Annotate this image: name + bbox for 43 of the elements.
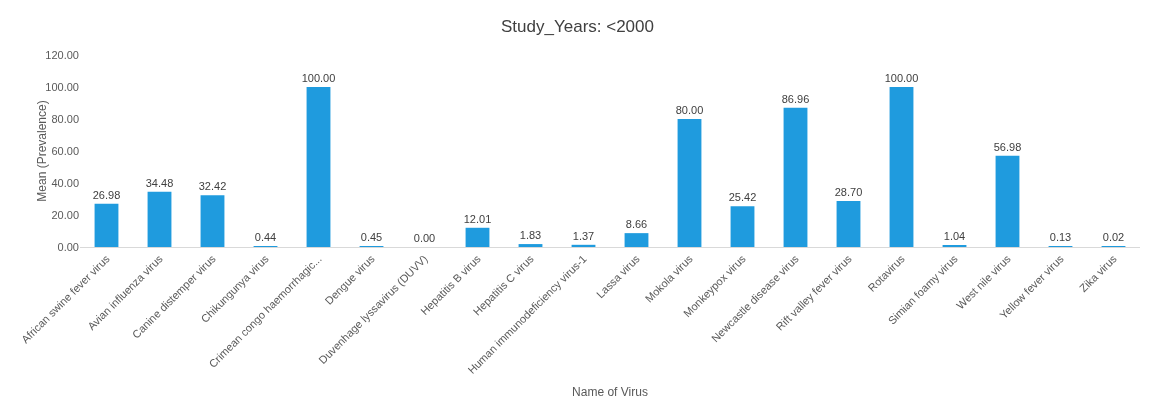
bar	[200, 195, 225, 247]
data-label: 0.00	[413, 232, 436, 244]
data-label: 0.44	[254, 231, 277, 243]
data-label: 100.00	[301, 72, 336, 84]
bar	[624, 233, 649, 247]
y-tick-label: 80.00	[51, 112, 79, 125]
data-label: 32.42	[198, 180, 227, 193]
data-label: 0.02	[1102, 231, 1125, 243]
data-label: 1.37	[572, 229, 595, 242]
bar	[995, 155, 1020, 247]
chart-title: Study_Years: <2000	[501, 17, 654, 37]
data-label: 8.66	[625, 218, 648, 231]
y-tick-label: 60.00	[51, 144, 79, 157]
data-label: 0.13	[1049, 231, 1072, 243]
data-label: 12.01	[463, 212, 492, 225]
bar	[306, 87, 331, 247]
bar	[889, 87, 914, 247]
y-axis-title: Mean (Prevalence)	[35, 100, 49, 202]
x-axis-title: Name of Virus	[572, 384, 648, 399]
data-label: 34.48	[145, 176, 174, 189]
data-label: 28.70	[834, 186, 863, 199]
bar	[518, 244, 543, 247]
y-tick-label: 120.00	[45, 48, 79, 61]
bar	[147, 191, 172, 247]
bar	[783, 107, 808, 247]
data-label: 0.45	[360, 231, 383, 243]
data-label: 100.00	[884, 72, 919, 84]
data-label: 56.98	[993, 140, 1022, 153]
y-tick-label: 20.00	[51, 208, 79, 221]
data-label: 26.98	[92, 188, 121, 201]
y-tick-label: 100.00	[45, 80, 79, 93]
bar	[94, 203, 119, 247]
data-label: 1.04	[943, 230, 966, 242]
bar	[730, 206, 755, 247]
bar	[465, 227, 490, 247]
y-tick-label: 0.00	[57, 240, 79, 253]
bar	[836, 201, 861, 247]
data-label: 80.00	[675, 104, 704, 116]
data-label: 86.96	[781, 92, 810, 105]
bar	[677, 119, 702, 247]
y-tick-label: 40.00	[51, 176, 79, 189]
data-label: 1.83	[519, 229, 542, 242]
data-label: 25.42	[728, 191, 757, 204]
